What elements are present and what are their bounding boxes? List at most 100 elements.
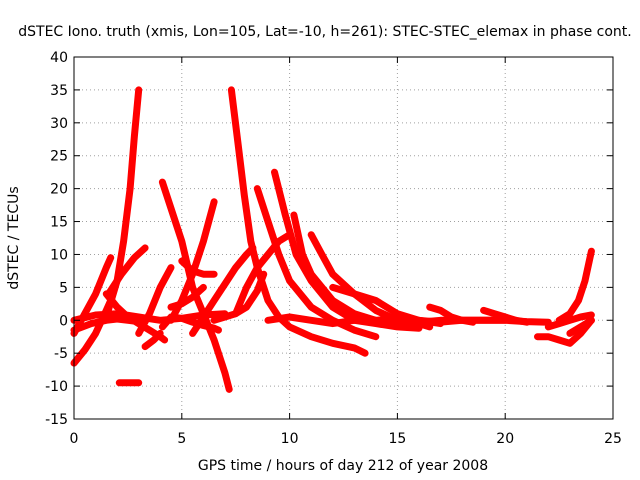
data-point <box>241 192 248 199</box>
series-line <box>135 264 175 337</box>
x-tick-label: 0 <box>70 431 79 447</box>
y-tick-label: -15 <box>45 412 68 428</box>
data-point <box>282 211 289 218</box>
data-point <box>265 317 272 324</box>
data-point <box>588 248 595 255</box>
series-line <box>232 231 294 318</box>
data-point <box>308 304 315 311</box>
data-point <box>566 340 573 347</box>
data-point <box>286 323 293 330</box>
y-tick-label: 20 <box>50 182 68 198</box>
y-tick-label: -5 <box>54 346 68 362</box>
data-point <box>142 244 149 251</box>
data-point <box>120 238 127 245</box>
data-point <box>265 297 272 304</box>
data-point <box>329 271 336 278</box>
data-point <box>351 344 358 351</box>
data-point <box>116 379 123 386</box>
data-point <box>512 317 519 324</box>
series-arc-28 <box>480 306 531 326</box>
series-line <box>290 211 423 331</box>
data-point <box>92 290 99 297</box>
data-point <box>232 310 239 317</box>
series-arc-9 <box>141 329 164 351</box>
data-point <box>577 330 584 337</box>
data-point <box>146 310 153 317</box>
series-arc-8 <box>115 379 143 387</box>
data-point <box>308 271 315 278</box>
y-tick-label: 0 <box>59 313 68 329</box>
data-point <box>146 327 153 334</box>
data-point <box>588 317 595 324</box>
data-point <box>211 271 218 278</box>
data-point <box>286 313 293 320</box>
data-point <box>469 319 476 326</box>
series-line <box>158 178 233 393</box>
x-tick-label: 25 <box>604 431 622 447</box>
data-point <box>88 320 95 327</box>
data-point <box>351 317 358 324</box>
data-point <box>480 317 487 324</box>
data-point <box>178 300 185 307</box>
x-tick-label: 15 <box>388 431 406 447</box>
data-point <box>168 205 175 212</box>
data-point <box>372 297 379 304</box>
data-point <box>135 330 142 337</box>
data-point <box>103 264 110 271</box>
chart-title: dSTEC Iono. truth (xmis, Lon=105, Lat=-1… <box>18 24 631 40</box>
data-point <box>243 304 250 311</box>
y-tick-label: 5 <box>59 280 68 296</box>
data-point <box>221 313 228 320</box>
data-point <box>534 333 541 340</box>
data-point <box>157 317 164 324</box>
data-point <box>135 313 142 320</box>
data-point <box>351 327 358 334</box>
data-point <box>124 379 131 386</box>
data-point <box>329 340 336 347</box>
series-arc-10 <box>135 264 175 337</box>
data-point <box>159 323 166 330</box>
data-point <box>275 251 282 258</box>
data-point <box>211 317 218 324</box>
y-tick-label: 15 <box>50 215 68 231</box>
data-point <box>308 231 315 238</box>
y-tick-label: 25 <box>50 149 68 165</box>
data-point <box>92 330 99 337</box>
data-point <box>221 281 228 288</box>
data-point <box>92 312 99 319</box>
data-point <box>131 254 138 261</box>
data-point <box>329 304 336 311</box>
data-point <box>168 264 175 271</box>
axes: 0 5 10 15 20 25 -15 -10 -5 0 5 10 15 20 25 30 35 40 <box>45 50 622 447</box>
data-point <box>189 294 196 301</box>
data-point <box>200 238 207 245</box>
data-point <box>234 139 241 146</box>
data-point <box>161 337 168 344</box>
data-point <box>124 313 131 320</box>
data-point <box>394 320 401 327</box>
data-point <box>247 238 254 245</box>
data-point <box>299 251 306 258</box>
data-point <box>168 304 175 311</box>
series-arc-31 <box>555 247 595 324</box>
data-point <box>372 317 379 324</box>
data-point <box>308 333 315 340</box>
data-point <box>211 297 218 304</box>
data-point <box>575 297 582 304</box>
data-point <box>290 211 297 218</box>
data-point <box>502 313 509 320</box>
data-point <box>581 277 588 284</box>
data-point <box>81 346 88 353</box>
data-point <box>200 271 207 278</box>
series-arc-24 <box>232 231 294 318</box>
series-arc-27 <box>426 303 477 326</box>
series-line <box>227 86 369 357</box>
series-line <box>105 244 149 298</box>
data-point <box>480 307 487 314</box>
data-point <box>329 284 336 291</box>
data-point <box>275 238 282 245</box>
data-point <box>254 185 261 192</box>
plot-frame <box>73 56 614 420</box>
data-point <box>118 271 125 278</box>
